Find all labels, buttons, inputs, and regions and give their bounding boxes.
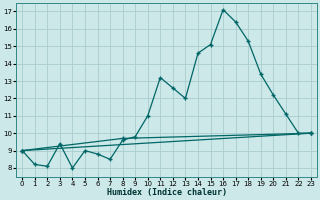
- X-axis label: Humidex (Indice chaleur): Humidex (Indice chaleur): [107, 188, 227, 197]
